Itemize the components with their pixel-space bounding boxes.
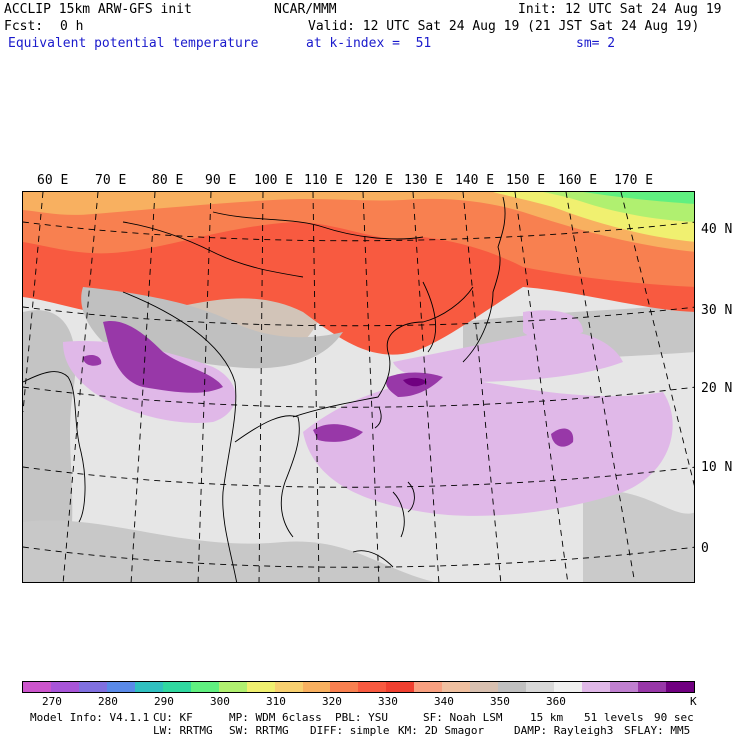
colorbar-unit: K	[690, 695, 697, 708]
colorbar-swatch	[414, 682, 443, 692]
model-info-item: 15 km	[530, 711, 564, 724]
colorbar-swatch	[134, 682, 163, 692]
warm-band	[23, 192, 694, 287]
colorbar-swatch	[470, 682, 499, 692]
model-info-item: MP: WDM 6class	[229, 711, 322, 724]
lat-label: 20 N	[701, 381, 733, 396]
colorbar-swatch	[582, 682, 611, 692]
colorbar-tick-label: 280	[98, 695, 118, 708]
valid-time: Valid: 12 UTC Sat 24 Aug 19 (21 JST Sat …	[308, 19, 700, 34]
model-title: ACCLIP 15km ARW-GFS init	[4, 2, 192, 17]
colorbar-tick-label: 310	[266, 695, 286, 708]
colorbar-swatch	[358, 682, 387, 692]
model-info-item: CU: KF	[153, 711, 193, 724]
lat-label: 0	[701, 541, 709, 556]
lat-label: 40 N	[701, 222, 733, 237]
colorbar-swatch	[665, 682, 694, 692]
graticule	[23, 192, 694, 582]
field-name: Equivalent potential temperature	[8, 36, 259, 51]
model-info-item: Model Info: V4.1.1	[30, 711, 150, 724]
colorbar-tick-label: 320	[322, 695, 342, 708]
lon-label: 120 E	[354, 173, 394, 188]
model-info-item: DIFF: simple	[310, 724, 390, 737]
colorbar-swatch	[190, 682, 219, 692]
lon-label: 70 E	[95, 173, 127, 188]
colorbar-tick-label: 350	[490, 695, 510, 708]
colorbar-tick-label: 290	[154, 695, 174, 708]
colorbar-tick-label: 340	[434, 695, 454, 708]
grey-region	[23, 310, 76, 582]
colorbar-swatch	[498, 682, 527, 692]
lilac-region	[523, 310, 583, 340]
init-time: Init: 12 UTC Sat 24 Aug 19	[518, 2, 722, 17]
model-info-item: LW: RRTMG	[153, 724, 213, 737]
level-label: at k-index = 51	[306, 36, 432, 51]
lon-label: 150 E	[506, 173, 546, 188]
colorbar	[22, 681, 695, 693]
model-info-item: PBL: YSU	[335, 711, 388, 724]
colorbar-swatch	[637, 682, 666, 692]
theta-e-map	[22, 191, 695, 583]
colorbar-swatch	[302, 682, 331, 692]
model-info-item: DAMP: Rayleigh3	[514, 724, 614, 737]
grey-region	[23, 520, 435, 582]
lilac-region	[393, 331, 623, 382]
smooth-label: sm= 2	[576, 36, 616, 51]
model-info-item: SFLAY: MM5	[624, 724, 691, 737]
model-info-item: KM: 2D Smagor	[398, 724, 485, 737]
lat-label: 30 N	[701, 303, 733, 318]
colorbar-swatch	[554, 682, 583, 692]
org-label: NCAR/MMM	[274, 2, 337, 17]
lat-label: 10 N	[701, 460, 733, 475]
colorbar-swatch	[23, 682, 51, 692]
model-info-item: 90 sec	[654, 711, 694, 724]
coastlines	[23, 196, 506, 582]
lon-label: 160 E	[558, 173, 598, 188]
colorbar-swatch	[162, 682, 191, 692]
fcst-value: 0 h	[60, 19, 84, 34]
colorbar-swatch	[50, 682, 79, 692]
purple-max	[551, 428, 574, 447]
colorbar-swatch	[218, 682, 247, 692]
warm-band	[23, 192, 694, 252]
colorbar-swatch	[386, 682, 415, 692]
colorbar-tick-label: 330	[378, 695, 398, 708]
colorbar-swatch	[274, 682, 303, 692]
purple-max	[83, 354, 102, 366]
model-info-item: SF: Noah LSM	[423, 711, 503, 724]
colorbar-swatch	[246, 682, 275, 692]
lon-label: 100 E	[254, 173, 294, 188]
map-svg	[23, 192, 694, 582]
model-info-item: SW: RRTMG	[229, 724, 289, 737]
purple-core	[403, 377, 427, 387]
colorbar-swatch	[442, 682, 471, 692]
grey-region	[583, 490, 694, 582]
colorbar-swatch	[78, 682, 107, 692]
lon-label: 110 E	[304, 173, 344, 188]
model-info-item: 51 levels	[584, 711, 644, 724]
purple-max	[313, 424, 363, 442]
colorbar-swatch	[610, 682, 638, 692]
lon-label: 130 E	[404, 173, 444, 188]
lon-label: 60 E	[37, 173, 69, 188]
fcst-label: Fcst:	[4, 19, 44, 34]
colorbar-swatch	[106, 682, 135, 692]
lon-label: 80 E	[152, 173, 184, 188]
lon-label: 140 E	[455, 173, 495, 188]
lon-label: 90 E	[205, 173, 237, 188]
colorbar-tick-label: 300	[210, 695, 230, 708]
purple-max	[103, 321, 223, 393]
colorbar-swatch	[526, 682, 555, 692]
lon-label: 170 E	[614, 173, 654, 188]
green-region	[583, 192, 694, 204]
colorbar-tick-label: 270	[42, 695, 62, 708]
colorbar-tick-label: 360	[546, 695, 566, 708]
colorbar-swatch	[330, 682, 359, 692]
